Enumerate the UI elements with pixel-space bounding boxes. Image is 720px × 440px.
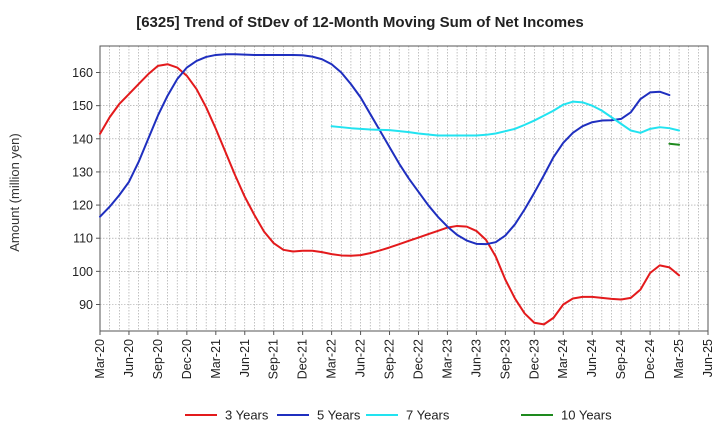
y-tick-label: 100 — [72, 265, 93, 279]
y-tick-label: 90 — [79, 298, 93, 312]
y-tick-label: 130 — [72, 165, 93, 179]
y-tick-label: 140 — [72, 132, 93, 146]
x-tick-label: Mar-23 — [440, 339, 454, 379]
x-tick-label: Mar-21 — [209, 339, 223, 379]
x-tick-label: Dec-21 — [296, 339, 310, 379]
series-line-5-years — [99, 53, 671, 246]
x-tick-label: Mar-22 — [325, 339, 339, 379]
x-tick-label: Mar-25 — [672, 339, 686, 379]
series-line-7-years — [330, 100, 681, 137]
legend-label: 3 Years — [225, 408, 269, 423]
legend-label: 10 Years — [561, 408, 612, 423]
x-tick-label: Dec-24 — [643, 339, 657, 379]
legend-label: 7 Years — [406, 408, 450, 423]
x-tick-label: Jun-23 — [469, 339, 483, 377]
y-tick-label: 110 — [73, 232, 93, 246]
x-tick-label: Sep-22 — [383, 339, 397, 379]
x-tick-label: Sep-23 — [498, 339, 512, 379]
x-tick-label: Sep-20 — [151, 339, 165, 379]
x-tick-label: Sep-24 — [614, 339, 628, 379]
y-tick-label: 150 — [72, 99, 93, 113]
x-tick-label: Dec-20 — [180, 339, 194, 379]
legend-label: 5 Years — [317, 408, 361, 423]
x-tick-label: Jun-21 — [238, 339, 252, 377]
y-tick-label: 160 — [72, 66, 93, 80]
x-tick-label: Jun-24 — [585, 339, 599, 377]
plot-area — [100, 46, 708, 331]
x-tick-label: Jun-20 — [122, 339, 136, 377]
y-tick-label: 120 — [72, 199, 93, 213]
x-tick-label: Dec-22 — [411, 339, 425, 379]
x-tick-label: Dec-23 — [527, 339, 541, 379]
x-tick-label: Sep-21 — [267, 339, 281, 379]
series-line-3-years — [99, 63, 681, 326]
x-tick-label: Mar-20 — [93, 339, 107, 379]
y-axis-label: Amount (million yen) — [7, 133, 22, 252]
plot-frame — [99, 45, 709, 332]
x-tick-label: Jun-25 — [701, 339, 715, 377]
series-line-10-years — [668, 142, 681, 146]
chart-title: [6325] Trend of StDev of 12-Month Moving… — [136, 14, 584, 31]
x-tick-label: Mar-24 — [556, 339, 570, 379]
x-tick-label: Jun-22 — [354, 339, 368, 377]
